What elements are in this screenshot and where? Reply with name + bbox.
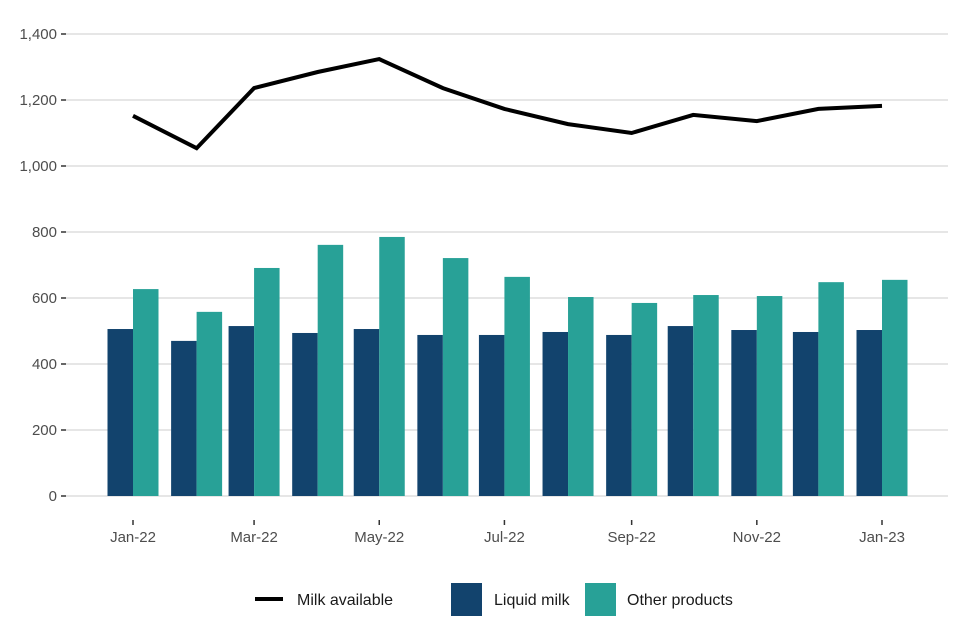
bar-liquid-milk — [667, 326, 694, 496]
y-tick-label: 600 — [32, 290, 57, 307]
x-axis: Jan-22 Mar-22 May-22 Jul-22 Sep-22 Nov-22 Jan-… — [110, 520, 905, 546]
bar-other-products — [504, 276, 530, 496]
bar-other-products — [631, 302, 658, 496]
bar-liquid-milk — [792, 331, 819, 496]
legend-label-other-products: Other products — [627, 592, 733, 609]
y-axis: 0 200 400 600 800 1,000 1,200 1,400 — [19, 26, 66, 505]
bar-other-products — [196, 311, 223, 496]
bar-liquid-milk — [228, 326, 255, 496]
bar-other-products — [379, 236, 405, 496]
bar-other-products — [442, 258, 469, 496]
bar-liquid-milk — [353, 329, 380, 496]
bar-other-products — [133, 289, 159, 496]
bar-liquid-milk — [731, 330, 757, 496]
bar-other-products — [756, 296, 783, 496]
milk-available-line-group — [132, 57, 883, 151]
x-tick-label: Jul-22 — [484, 529, 525, 546]
bar-liquid-milk — [171, 340, 197, 496]
y-tick-label: 200 — [32, 422, 57, 439]
bar-other-products — [317, 244, 344, 496]
y-tick-label: 0 — [49, 488, 57, 505]
x-tick-label: May-22 — [354, 529, 404, 546]
legend-label-milk-available: Milk available — [297, 592, 393, 609]
legend-label-liquid-milk: Liquid milk — [494, 592, 571, 609]
bar-liquid-milk — [606, 334, 632, 496]
bar-other-products — [568, 297, 594, 496]
legend-swatch-liquid-milk — [451, 583, 482, 616]
y-tick-label: 400 — [32, 356, 57, 373]
bar-liquid-milk — [292, 332, 318, 496]
bar-liquid-milk — [478, 334, 505, 496]
bar-liquid-milk — [542, 331, 569, 496]
x-tick-label: Nov-22 — [733, 529, 781, 546]
legend: Milk available Liquid milk Other products — [255, 583, 733, 616]
x-tick-label: Jan-23 — [859, 529, 905, 546]
y-tick-label: 1,000 — [19, 158, 57, 175]
bar-other-products — [818, 282, 844, 496]
bar-other-products — [693, 295, 719, 496]
legend-swatch-other-products — [585, 583, 616, 616]
bar-other-products — [882, 279, 908, 496]
x-tick-label: Jan-22 — [110, 529, 156, 546]
bar-other-products — [254, 267, 280, 496]
bar-liquid-milk — [107, 329, 133, 496]
y-tick-label: 1,200 — [19, 92, 57, 109]
bar-liquid-milk — [856, 330, 882, 496]
x-tick-label: Sep-22 — [607, 529, 655, 546]
y-tick-label: 1,400 — [19, 26, 57, 43]
x-tick-label: Mar-22 — [230, 529, 278, 546]
milk-available-line — [132, 57, 883, 151]
bar-liquid-milk — [417, 334, 443, 496]
bars — [107, 236, 908, 496]
y-tick-label: 800 — [32, 224, 57, 241]
